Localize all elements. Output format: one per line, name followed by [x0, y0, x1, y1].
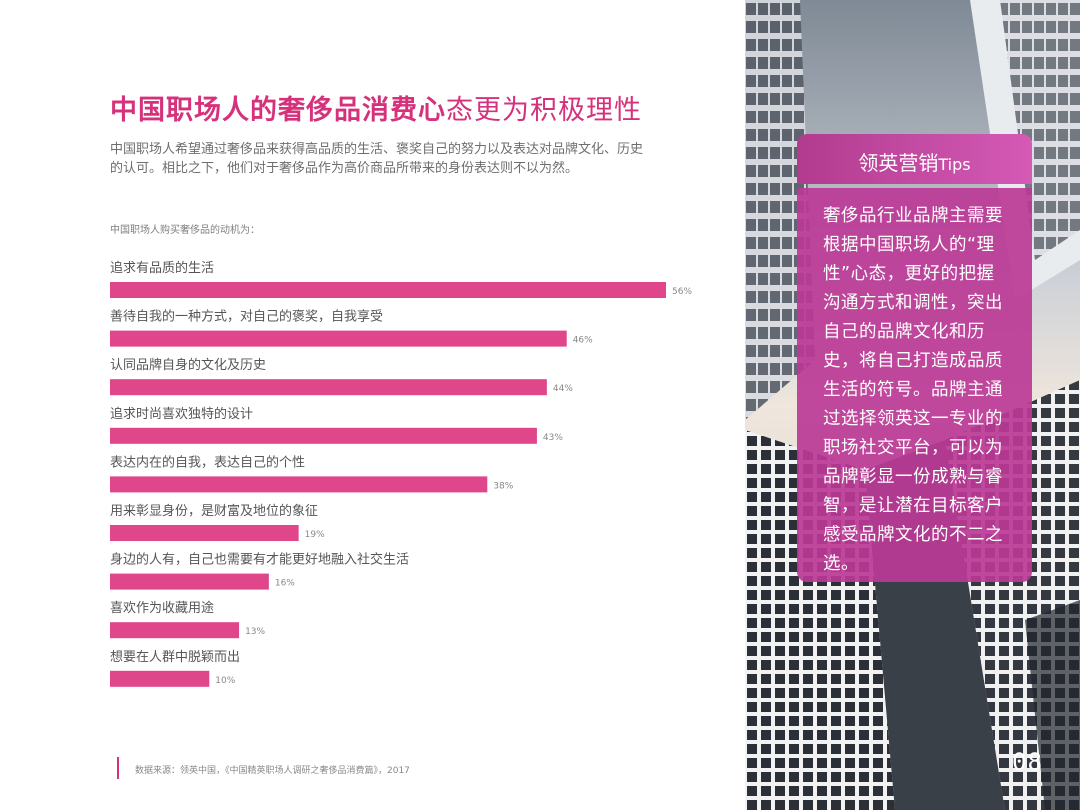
bar-category-label: 认同品牌自身的文化及历史 [110, 357, 266, 373]
intro-line-1: 中国职场人希望通过奢侈品来获得高品质的生活、褒奖自己的努力以及表达对品牌文化、历… [110, 142, 644, 157]
bar [110, 525, 299, 541]
bar-category-label: 身边的人有，自己也需要有才能更好地融入社交生活 [110, 552, 409, 568]
footer-accent-line [117, 757, 119, 779]
bar-value-label: 46% [573, 336, 593, 346]
bar [110, 622, 240, 639]
intro-line-2: 的认可。相比之下，他们对于奢侈品作为高价商品所带来的身份表达则不以为然。 [110, 161, 579, 176]
tips-header: 领英营销Tips [797, 134, 1032, 184]
bar-value-label: 56% [672, 287, 692, 297]
page-number: 08 [1012, 748, 1043, 776]
bar [110, 573, 269, 590]
bar-value-label: 44% [553, 384, 573, 394]
bar-value-label: 43% [543, 433, 563, 443]
bar-value-label: 10% [215, 676, 235, 686]
bar [110, 427, 537, 444]
tips-heading-suffix: Tips [938, 155, 971, 174]
bar-value-label: 13% [245, 627, 265, 637]
tips-body-text: 奢侈品行业品牌主需要根据中国职场人的“理性”心态，更好的把握沟通方式和调性，突出… [823, 206, 1003, 574]
chart-caption: 中国职场人购买奢侈品的动机为： [110, 225, 260, 236]
intro-paragraph: 中国职场人希望通过奢侈品来获得高品质的生活、褒奖自己的努力以及表达对品牌文化、历… [110, 140, 690, 178]
bar-category-label: 喜欢作为收藏用途 [110, 600, 214, 616]
bar-category-label: 想要在人群中脱颖而出 [110, 649, 240, 665]
page-title-main: 中国职场人的奢侈品消费心 [110, 95, 446, 126]
tips-heading-text: 领英营销 [858, 151, 939, 175]
bar-category-label: 追求时尚喜欢独特的设计 [110, 406, 253, 422]
bar-value-label: 19% [305, 530, 325, 540]
motivation-bar-chart: 追求有品质的生活 56% 善待自我的一种方式，对自己的褒奖，自我享受 46% 认同品牌自… [110, 260, 692, 687]
report-page-left: 中国职场人的奢侈品消费心态更为积极理性 中国职场人希望通过奢侈品来获得高品质的生… [110, 88, 693, 779]
bar [110, 330, 567, 347]
bar-category-label: 用来彰显身份，是财富及地位的象征 [110, 503, 318, 519]
bar [110, 476, 488, 493]
data-source-note: 数据来源：领英中国，《中国精英职场人调研之奢侈品消费篇》，2017 [135, 766, 410, 776]
bar-value-label: 38% [493, 481, 513, 491]
tips-panel: 奢侈品行业品牌主需要根据中国职场人的“理性”心态，更好的把握沟通方式和调性，突出… [797, 188, 1032, 582]
bar-category-label: 善待自我的一种方式，对自己的褒奖，自我享受 [110, 309, 383, 325]
tips-heading: 领英营销Tips [797, 147, 1032, 176]
page-title-rest: 态更为积极理性 [446, 95, 642, 126]
bar [110, 379, 547, 396]
bar-category-label: 表达内在的自我，表达自己的个性 [110, 454, 305, 470]
bar [110, 670, 210, 687]
page-title: 中国职场人的奢侈品消费心态更为积极理性 [110, 88, 642, 127]
bar-value-label: 16% [275, 579, 295, 589]
bar-category-label: 追求有品质的生活 [110, 260, 214, 276]
bar [110, 282, 666, 298]
